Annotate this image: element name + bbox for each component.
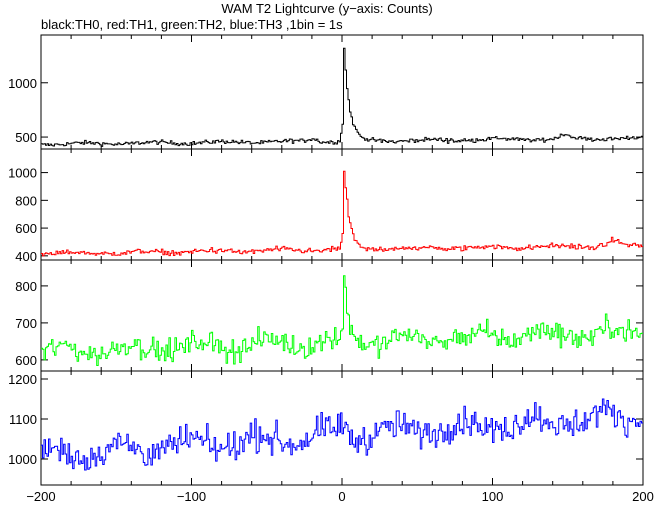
panel-2-frame (40, 259, 644, 372)
panel-0-ytick-label: 500 (15, 130, 37, 145)
x-tick-label: −200 (26, 489, 55, 504)
x-tick-label: 200 (632, 489, 654, 504)
panel-1-ytick-label: 1000 (8, 166, 37, 181)
panel-2-series-line (41, 275, 643, 366)
panel-1-ytick-label: 400 (15, 249, 37, 264)
panel-3-ytick-label: 1000 (8, 452, 37, 467)
panel-2-ytick-label: 800 (15, 279, 37, 294)
x-tick-label: 0 (338, 489, 345, 504)
panel-2-ytick-label: 600 (15, 353, 37, 368)
panel-3-series-line (41, 398, 643, 471)
chart-title: WAM T2 Lightcurve (y−axis: Counts) (221, 1, 433, 16)
panel-0-series-line (41, 47, 643, 147)
panel-1-series-line (41, 170, 643, 257)
panel-1-ytick-label: 600 (15, 221, 37, 236)
panel-3-ytick-label: 1100 (9, 412, 37, 427)
panel-0-ytick-label: 1000 (8, 76, 37, 91)
x-tick-label: −100 (177, 489, 206, 504)
chart-subtitle: black:TH0, red:TH1, green:TH2, blue:TH3 … (41, 17, 343, 32)
x-tick-label: 100 (482, 489, 504, 504)
panel-1-ytick-label: 800 (15, 193, 37, 208)
panel-2-ytick-label: 700 (15, 316, 37, 331)
panel-3-ytick-label: 1200 (8, 372, 37, 387)
